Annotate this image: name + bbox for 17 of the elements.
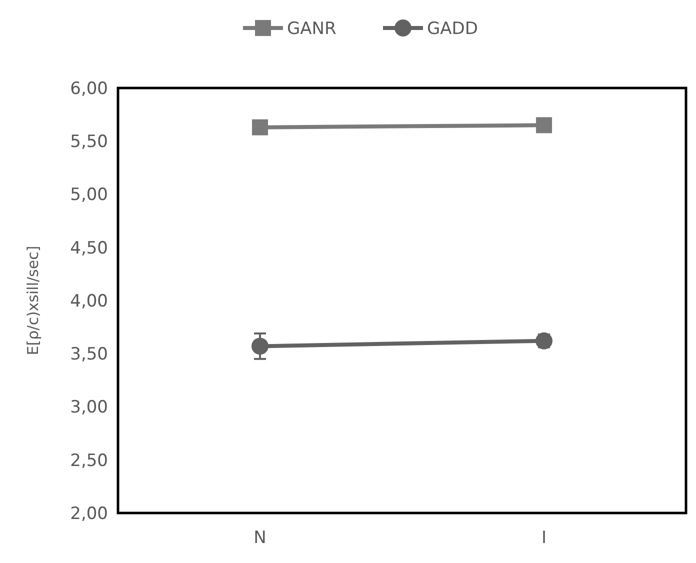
point xyxy=(252,119,268,136)
y-tick-label: 4,50 xyxy=(70,238,108,258)
y-tick-label: 5,00 xyxy=(70,185,108,206)
y-tick-label: 4,00 xyxy=(70,291,108,312)
legend-label: GADD xyxy=(427,18,478,39)
x-tick-label: I xyxy=(541,528,547,548)
y-tick-label: 5,50 xyxy=(70,132,108,152)
y-tick-label: 2,00 xyxy=(70,504,108,524)
point xyxy=(252,338,268,355)
y-tick-label: 3,00 xyxy=(70,398,108,418)
legend-label: GANR xyxy=(287,18,337,39)
y-tick-label: 2,50 xyxy=(70,450,108,471)
y-tick-label: 3,50 xyxy=(70,344,108,365)
y-axis-title: E[ρ/c)xsill/sec] xyxy=(24,246,42,356)
x-tick-label: N xyxy=(254,528,266,548)
y-tick-label: 6,00 xyxy=(70,78,108,99)
point xyxy=(536,117,552,134)
